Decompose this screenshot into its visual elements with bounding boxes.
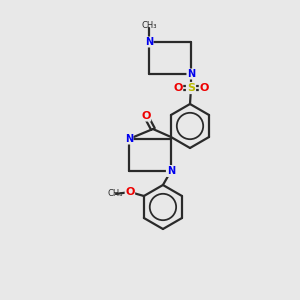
Text: CH₃: CH₃ (107, 190, 123, 199)
Text: O: O (173, 83, 183, 93)
Text: N: N (145, 37, 153, 47)
Text: O: O (141, 111, 151, 121)
Text: CH₃: CH₃ (141, 20, 157, 29)
Text: N: N (125, 134, 133, 144)
Text: N: N (187, 69, 195, 79)
Text: O: O (199, 83, 209, 93)
Text: N: N (167, 166, 175, 176)
Text: N: N (167, 166, 175, 176)
Text: S: S (187, 83, 195, 93)
Text: S: S (187, 83, 195, 93)
Text: O: O (125, 187, 135, 197)
